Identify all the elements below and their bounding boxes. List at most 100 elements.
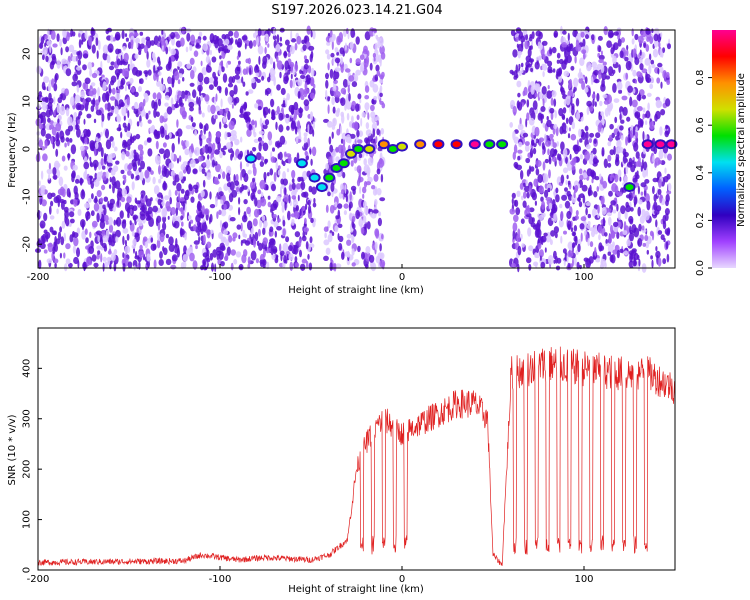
y-tick-label: 300 [22, 409, 33, 428]
noise-speckle [198, 31, 203, 37]
colorbar-tick-label: 0.4 [695, 165, 706, 181]
signal-point [485, 141, 494, 148]
noise-speckle [659, 126, 663, 136]
noise-speckle [300, 95, 305, 101]
noise-speckle [237, 50, 241, 58]
noise-speckle [273, 221, 279, 228]
noise-speckle [570, 133, 577, 141]
noise-speckle [638, 35, 644, 44]
signal-point [498, 141, 507, 148]
noise-speckle [283, 76, 289, 85]
noise-speckle [622, 229, 628, 236]
noise-speckle [580, 232, 583, 242]
noise-speckle [276, 105, 280, 115]
noise-speckle [245, 91, 249, 96]
noise-speckle [110, 168, 116, 176]
noise-speckle [632, 48, 637, 58]
noise-speckle [290, 38, 297, 43]
noise-speckle [592, 147, 597, 155]
noise-speckle [262, 106, 266, 117]
noise-speckle [120, 102, 125, 107]
noise-speckle [49, 205, 52, 215]
noise-speckle [518, 141, 523, 148]
noise-speckle [626, 239, 631, 247]
noise-speckle [575, 44, 582, 52]
noise-speckle [123, 176, 127, 184]
noise-speckle [577, 243, 581, 253]
noise-speckle [624, 56, 629, 62]
noise-speckle [358, 168, 362, 178]
x-tick-label: 0 [399, 272, 405, 283]
noise-speckle [359, 99, 362, 104]
noise-speckle [44, 231, 51, 240]
snr-frame [37, 327, 676, 571]
noise-speckle [127, 213, 130, 219]
noise-speckle [40, 170, 44, 180]
noise-speckle [87, 129, 91, 138]
noise-speckle [518, 70, 522, 76]
noise-speckle [145, 198, 152, 207]
noise-speckle [644, 58, 651, 66]
noise-speckle [50, 30, 56, 40]
noise-speckle [66, 188, 71, 198]
noise-speckle [327, 156, 334, 166]
noise-speckle [258, 130, 264, 135]
noise-speckle [119, 60, 124, 66]
noise-speckle [217, 173, 221, 180]
noise-speckle [257, 189, 262, 195]
noise-speckle [102, 256, 107, 262]
noise-speckle [240, 168, 247, 178]
noise-speckle [598, 122, 603, 129]
noise-speckle [658, 149, 664, 160]
noise-speckle [561, 194, 568, 201]
noise-speckle [348, 121, 353, 128]
noise-speckle [612, 249, 618, 255]
noise-speckle [517, 43, 524, 53]
noise-speckle [153, 185, 160, 195]
noise-speckle [340, 138, 344, 144]
noise-speckle [229, 217, 236, 222]
noise-speckle [346, 239, 352, 246]
noise-speckle [351, 262, 356, 267]
noise-speckle [171, 74, 175, 85]
noise-speckle [373, 173, 379, 182]
noise-speckle [93, 262, 99, 268]
noise-speckle [296, 152, 300, 161]
noise-speckle [607, 162, 612, 168]
noise-speckle [100, 158, 104, 166]
noise-speckle [124, 239, 127, 246]
noise-speckle [578, 77, 584, 84]
noise-speckle [553, 226, 560, 234]
noise-speckle [603, 158, 608, 169]
noise-speckle [329, 68, 334, 79]
noise-speckle [130, 208, 133, 215]
noise-speckle [282, 228, 286, 237]
noise-speckle [636, 71, 642, 78]
noise-speckle [158, 35, 162, 42]
noise-speckle [600, 50, 603, 56]
noise-speckle [247, 169, 252, 175]
noise-speckle [334, 67, 341, 72]
noise-speckle [594, 101, 597, 107]
noise-speckle [228, 76, 234, 84]
noise-speckle [96, 253, 100, 260]
noise-speckle [340, 87, 347, 95]
signal-point [656, 141, 665, 148]
noise-speckle [614, 173, 619, 183]
noise-speckle [46, 168, 53, 175]
noise-speckle [108, 224, 114, 233]
noise-speckle [180, 163, 185, 171]
noise-speckle [141, 193, 144, 199]
noise-speckle [646, 92, 652, 97]
noise-speckle [304, 58, 310, 64]
noise-speckle [124, 84, 127, 92]
noise-speckle [532, 100, 538, 111]
noise-speckle [234, 138, 240, 146]
noise-speckle [42, 153, 48, 162]
noise-speckle [53, 230, 57, 236]
noise-speckle [100, 131, 103, 137]
noise-speckle [198, 236, 201, 243]
noise-speckle [42, 54, 45, 61]
noise-speckle [209, 49, 212, 56]
noise-speckle [64, 88, 69, 96]
